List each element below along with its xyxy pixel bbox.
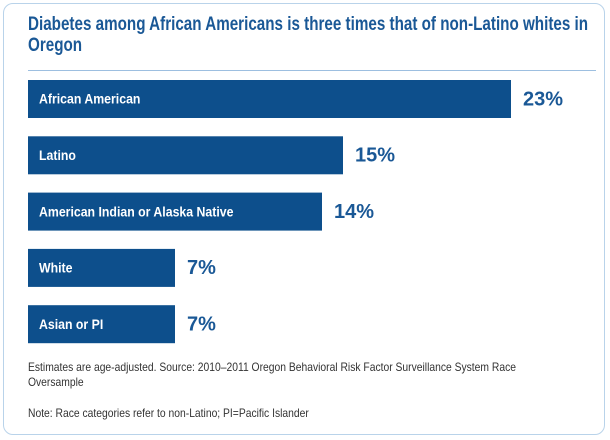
source-note: Estimates are age-adjusted. Source: 2010… (28, 360, 516, 389)
bar-label: Asian or PI (39, 316, 103, 332)
bar-label: White (39, 260, 73, 276)
value-label: 14% (334, 201, 374, 223)
bar-label: Latino (39, 147, 76, 163)
chart-title: Diabetes among African Americans is thre… (28, 13, 589, 56)
bar (28, 80, 511, 118)
bar-label: American Indian or Alaska Native (39, 204, 233, 220)
plot: African American 23% Latino 15% American Ind… (28, 80, 563, 344)
footnote: Note: Race categories refer to non-Latin… (28, 406, 309, 420)
bar (28, 305, 175, 344)
chart-card: Diabetes among African Americans is thre… (3, 3, 605, 435)
bar (28, 248, 175, 287)
value-label: 7% (187, 313, 216, 335)
value-label: 23% (523, 88, 563, 110)
bar (28, 136, 343, 175)
title-rule (28, 70, 596, 71)
bar-label: African American (39, 91, 140, 107)
value-label: 7% (187, 257, 216, 279)
bar (28, 192, 322, 231)
value-label: 15% (355, 145, 395, 167)
